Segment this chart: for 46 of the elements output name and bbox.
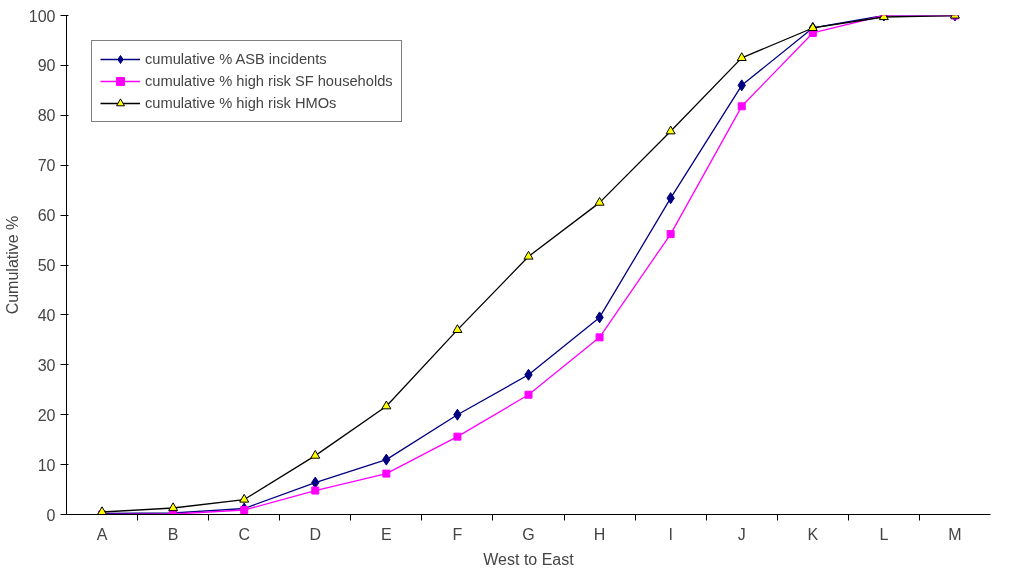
point [452, 324, 463, 333]
point [523, 250, 534, 260]
point [665, 125, 676, 135]
x-tick-label: F [452, 525, 463, 543]
point [594, 196, 605, 206]
y-tick-label: 100 [28, 7, 56, 25]
y-tick-label: 50 [37, 257, 56, 274]
point [381, 400, 392, 410]
x-tick-label: K [807, 525, 819, 543]
y-tick-label: 0 [46, 506, 56, 524]
y-tick-label: 30 [37, 356, 56, 374]
x-tick-label: B [167, 525, 179, 543]
legend-label: cumulative % high risk HMOs [145, 95, 337, 111]
point [524, 390, 533, 399]
y-tick-label: 20 [37, 406, 56, 424]
y-tick-label: 60 [37, 207, 56, 225]
x-tick-label: G [522, 525, 535, 543]
x-tick-label: D [309, 525, 322, 543]
x-tick-label: J [737, 525, 746, 543]
point [453, 432, 462, 441]
x-tick-label: C [238, 525, 250, 543]
x-tick-label: M [948, 525, 962, 543]
y-tick-label: 10 [37, 456, 56, 474]
point [736, 52, 747, 62]
y-axis-title: Cumulative % [3, 215, 21, 315]
point [737, 102, 746, 111]
point [168, 502, 179, 512]
x-tick-label: I [668, 525, 673, 543]
x-tick-label: E [381, 525, 392, 543]
point [310, 449, 321, 459]
point [382, 469, 391, 478]
point [595, 333, 604, 342]
x-tick-label: H [593, 525, 606, 543]
y-tick-label: 90 [37, 57, 56, 75]
point [239, 493, 250, 503]
y-tick-label: 40 [37, 306, 56, 324]
point [666, 230, 675, 239]
legend-label: cumulative % ASB incidents [145, 51, 327, 67]
x-tick-label: L [879, 525, 889, 543]
point [240, 506, 249, 515]
y-tick-label: 70 [37, 157, 56, 175]
y-tick-label: 80 [37, 107, 56, 125]
x-axis-title: West to East [483, 550, 575, 568]
point [311, 486, 320, 495]
x-tick-label: A [96, 525, 108, 543]
legend-label: cumulative % high risk SF households [145, 73, 393, 89]
